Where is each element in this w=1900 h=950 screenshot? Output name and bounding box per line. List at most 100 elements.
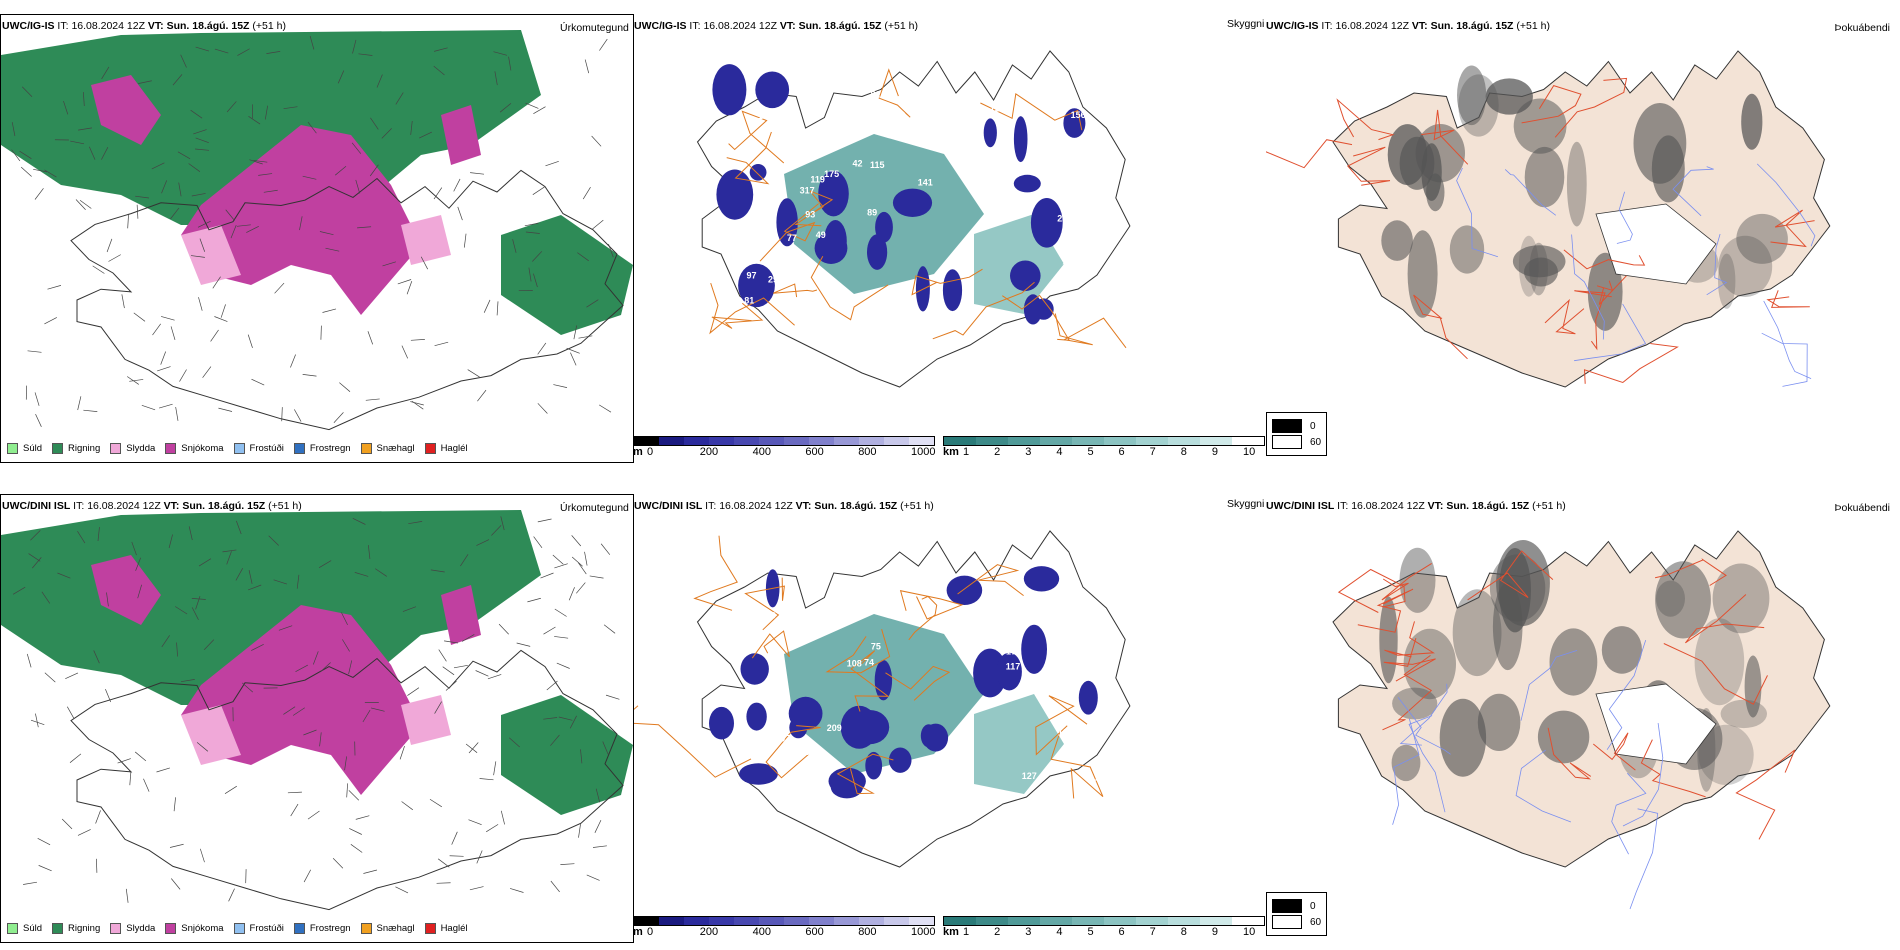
cloud-base-label: 89 <box>1075 138 1085 148</box>
cloud-base-label: 177 <box>1006 646 1021 656</box>
cloud-base-label: 77 <box>787 233 797 243</box>
colorbar-tick: 3 <box>1025 926 1032 938</box>
colorbar-tick: 1000 <box>911 926 936 938</box>
cloud-base-label: 93 <box>805 209 815 219</box>
colorbar-tick: 4 <box>1056 446 1063 458</box>
legend-swatch <box>293 443 305 454</box>
cloud-base-label: 75 <box>871 641 881 651</box>
legend-swatch <box>424 923 436 934</box>
colorbar-tick: 4 <box>1056 926 1063 938</box>
fog-panel-row1 <box>1266 14 1900 461</box>
precip-panel-row1: Súld Rigning Slydda Snjókoma Frostúði Frostre… <box>0 14 634 463</box>
cloud-base-label: 97 <box>747 270 757 280</box>
colorbar-segment <box>976 917 1008 925</box>
fog-title-row1: Þokuábendi <box>1834 22 1890 34</box>
legend-swatch <box>110 443 122 454</box>
cloud-base-label: 74 <box>864 658 874 668</box>
legend-swatch <box>110 923 122 934</box>
colorbar-segment <box>1168 437 1200 445</box>
legend-item: Súld <box>7 923 42 934</box>
colorbar-segment <box>734 437 759 445</box>
colorbar-segment <box>909 917 934 925</box>
colorbar-segment <box>1104 917 1136 925</box>
colorbar-tick: 400 <box>752 926 771 938</box>
legend-label: Frostúði <box>249 443 284 454</box>
legend-item: Snæhagl <box>360 443 415 454</box>
legend-label: Haglél <box>440 923 468 934</box>
legend-swatch <box>293 923 305 934</box>
cloud-base-label: 40 <box>990 606 1000 616</box>
colorbar-tick: 2 <box>994 446 1001 458</box>
cloud-base-label: 74 <box>941 772 951 782</box>
cloud-base-label: 117 <box>1006 662 1021 672</box>
fog-title-row2: Þokuábendi <box>1834 502 1890 514</box>
cloud-base-label: 63 <box>819 135 829 145</box>
cloud-base-label: 127 <box>1022 771 1037 781</box>
fog-legend-swatch <box>1272 435 1302 449</box>
fog-legend-swatch <box>1272 419 1302 433</box>
colorbar-segment <box>809 917 834 925</box>
header-fog-row2: UWC/DINI ISL IT: 16.08.2024 12Z VT: Sun.… <box>1266 500 1566 512</box>
legend-item: Snjókoma <box>165 923 224 934</box>
cloud-base-label: 66 <box>1005 634 1015 644</box>
colorbar-segment <box>909 437 934 445</box>
legend-swatch <box>165 443 177 454</box>
height-ticks-row2: m 0 200 400 600 800 1000 <box>633 926 936 940</box>
legend-label: Frostúði <box>249 923 284 934</box>
fog-legend-value: 0 <box>1310 420 1316 432</box>
colorbar-segment <box>784 917 809 925</box>
cloud-base-label: 81 <box>773 119 783 129</box>
colorbar-segment <box>659 917 684 925</box>
colorbar-segment <box>1008 917 1040 925</box>
colorbar-segment <box>1104 437 1136 445</box>
km-colorbar-row1 <box>943 436 1265 446</box>
legend-label: Snæhagl <box>376 443 415 454</box>
legend-label: Snæhagl <box>376 923 415 934</box>
km-colorbar-row2 <box>943 916 1265 926</box>
fog-legend-value: 60 <box>1310 436 1322 448</box>
km-ticks-row2: km 1 2 3 4 5 6 7 8 9 10 <box>943 926 1263 940</box>
legend-label: Súld <box>23 443 43 454</box>
cloud-panel-row2: 108 107 117 108 125 59 126 84 40 74 127 73 66 74 125 75… <box>634 494 1264 941</box>
cloud-base-label: 222 <box>1079 171 1094 181</box>
colorbar-tick: 1000 <box>911 446 936 458</box>
cloud-base-label: 96 <box>960 303 970 313</box>
colorbar-tick: 8 <box>1180 446 1187 458</box>
precip-map-row2 <box>1 510 633 911</box>
cloud-base-label: 141 <box>918 178 933 188</box>
colorbar-segment <box>976 437 1008 445</box>
legend-item: Súld <box>7 443 42 454</box>
colorbar-segment <box>634 437 659 445</box>
cloud-base-label: 59 <box>766 610 776 620</box>
legend-item: Frostúði <box>233 923 284 934</box>
legend-label: Snjókoma <box>181 923 224 934</box>
cloud-base-label: 49 <box>816 230 826 240</box>
colorbar-segment <box>759 437 784 445</box>
cloud-base-label: 66 <box>1091 226 1101 236</box>
legend-swatch <box>165 923 177 934</box>
colorbar-tick: 5 <box>1087 926 1094 938</box>
colorbar-segment <box>944 437 976 445</box>
cloud-base-label: 125 <box>1094 773 1109 783</box>
fog-legend-row2: 0 60 <box>1266 892 1328 936</box>
lead-time: (+51 h) <box>252 20 286 32</box>
cloud-base-label: 176 <box>758 111 773 121</box>
precip-title-row2: Úrkomutegund <box>560 502 629 514</box>
colorbar-segment <box>859 437 884 445</box>
legend-label: Rigning <box>68 443 101 454</box>
colorbar-segment <box>634 917 659 925</box>
fog-map-row2 <box>1332 530 1831 910</box>
fog-legend-value: 60 <box>1310 916 1322 928</box>
height-colorbar-row1 <box>633 436 935 446</box>
cloud-base-label: 209 <box>827 723 842 733</box>
colorbar-tick: 6 <box>1118 446 1125 458</box>
colorbar-segment <box>834 437 859 445</box>
legend-swatch <box>52 443 64 454</box>
legend-label: Frostregn <box>309 923 351 934</box>
fog-panel-row2 <box>1266 494 1900 941</box>
colorbar-tick: 2 <box>994 926 1001 938</box>
colorbar-segment <box>784 437 809 445</box>
legend-item: Frostregn <box>293 923 351 934</box>
colorbar-segment <box>944 917 976 925</box>
fog-legend-value: 0 <box>1310 900 1316 912</box>
